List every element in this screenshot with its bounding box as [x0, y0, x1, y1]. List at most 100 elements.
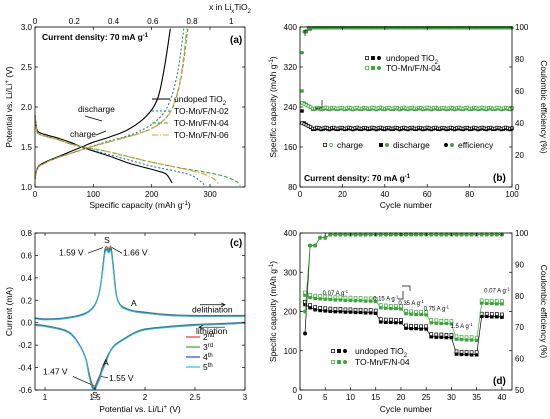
- peak-arrow: [111, 247, 123, 254]
- legend-marker: [343, 360, 347, 364]
- panel-c: 1 1.5 2 2.5 3 -0.6 -0.4 -0.2 0.0 0.2 0.4 0.6 0.8 Pote…: [4, 229, 248, 414]
- y-tick-label: 240: [284, 103, 298, 112]
- legend-marker: [371, 56, 375, 60]
- y2-tick-label: 70: [515, 323, 524, 332]
- charge-point: [469, 350, 474, 355]
- x-axis-title: Specific capacity (mAh g-1): [89, 200, 190, 210]
- y2-tick-label: 20: [515, 151, 524, 160]
- text-part: ): [188, 200, 191, 210]
- legend-label: 4th: [203, 352, 213, 362]
- y-tick-label: 0: [293, 386, 298, 395]
- plot-frame: [34, 232, 246, 391]
- charge-point: [399, 318, 403, 322]
- arrow-head: [220, 302, 226, 308]
- y-axis-title: Specific capacity (mAh g-1): [268, 56, 278, 157]
- y-tick-label: 100: [284, 347, 298, 356]
- x-tick-label: 0: [33, 190, 38, 199]
- arrow-head: [198, 324, 204, 330]
- charge-point: [318, 305, 323, 310]
- peak-label: 1.66 V: [123, 247, 148, 257]
- left-axis-arrow: [398, 291, 404, 300]
- text-part: 0.15 A g: [373, 297, 395, 303]
- charge-point: [474, 350, 479, 355]
- legend-marker: [365, 66, 369, 70]
- efficiency-point: [494, 232, 499, 237]
- discharge-arrow: [84, 115, 103, 122]
- peak-label: A: [131, 298, 137, 308]
- y-tick-label: -0.2: [18, 341, 32, 350]
- text-part: (V): [167, 404, 181, 414]
- charge-point: [358, 296, 363, 300]
- efficiency-point: [434, 232, 439, 237]
- legend-marker: [329, 143, 333, 147]
- text-part: 2: [435, 60, 438, 66]
- charge-point: [373, 308, 378, 313]
- efficiency-point: [303, 331, 307, 336]
- discharge-label: discharge: [78, 104, 115, 114]
- text-part: undoped TiO: [355, 346, 404, 356]
- charge-point: [419, 324, 423, 329]
- charge-point: [449, 319, 454, 324]
- efficiency-point: [338, 232, 343, 237]
- x-tick-label: 20: [338, 190, 347, 199]
- x-tick-label: 25: [422, 393, 431, 402]
- peak-label: A: [103, 357, 109, 367]
- panel-label: (c): [230, 238, 242, 249]
- panel-label: (a): [230, 35, 242, 46]
- x-tick-label: 35: [472, 393, 481, 402]
- charge-point: [383, 303, 388, 308]
- efficiency-point: [393, 232, 398, 237]
- legend-marker: [337, 360, 341, 364]
- discharge-point: [300, 109, 304, 113]
- rate-label: 0.07 A g-1: [323, 289, 349, 298]
- charge-point: [444, 318, 449, 323]
- charge-point: [489, 298, 494, 303]
- y-tick-label: -0.6: [18, 386, 32, 395]
- text-part: 0.75 A g: [424, 306, 446, 312]
- efficiency-point: [304, 30, 309, 34]
- cv-curve-anodic: [34, 249, 245, 321]
- peak-label: 1.55 V: [109, 373, 134, 383]
- charge-point: [484, 298, 489, 303]
- charge-point: [439, 332, 444, 337]
- legend-marker: [343, 349, 347, 353]
- y2-tick-label: 0: [515, 183, 520, 192]
- text-part: ): [268, 56, 278, 59]
- efficiency-line: [304, 234, 502, 312]
- y-tick-label: 80: [288, 183, 297, 192]
- peak-label: S: [92, 390, 98, 400]
- panel-label: (b): [493, 173, 506, 184]
- x-tick-label: 1.5: [89, 393, 101, 402]
- charge-point: [343, 295, 348, 300]
- charge-label: charge: [70, 129, 96, 139]
- charge-point: [434, 332, 439, 337]
- legend-marker: [379, 143, 383, 147]
- y-tick-label: 200: [284, 308, 298, 317]
- y-axis-title: Specific capacity (mAh g-1): [268, 261, 278, 362]
- text-part: ): [268, 261, 278, 264]
- charge-point: [429, 332, 434, 336]
- y-tick-label: 160: [284, 143, 298, 152]
- text-part: rd: [208, 343, 213, 349]
- x-axis-title: Cycle number: [380, 404, 433, 414]
- text-part: -1: [405, 174, 411, 180]
- y2-tick-label: 80: [515, 55, 524, 64]
- charge-point: [424, 310, 429, 314]
- legend-marker: [385, 143, 389, 147]
- charge-point: [500, 312, 504, 317]
- legend-marker: [331, 360, 335, 364]
- text-part: 2: [404, 353, 407, 359]
- x-tick-label: 1: [43, 393, 48, 402]
- text-part: Current density: 70 mA g: [304, 173, 405, 183]
- charge-point: [479, 298, 484, 303]
- legend-label: 3rd: [203, 342, 213, 352]
- charge-point: [409, 309, 413, 314]
- efficiency-point: [429, 232, 434, 237]
- charge-point: [348, 295, 353, 300]
- x-tick-label: 100: [505, 190, 519, 199]
- top-tick-label: 0: [33, 17, 38, 26]
- charge-point: [313, 305, 317, 309]
- y2-tick-label: 50: [515, 386, 524, 395]
- legend-marker: [377, 56, 381, 60]
- legend-label: TO-Mn/F/N-04: [355, 357, 410, 367]
